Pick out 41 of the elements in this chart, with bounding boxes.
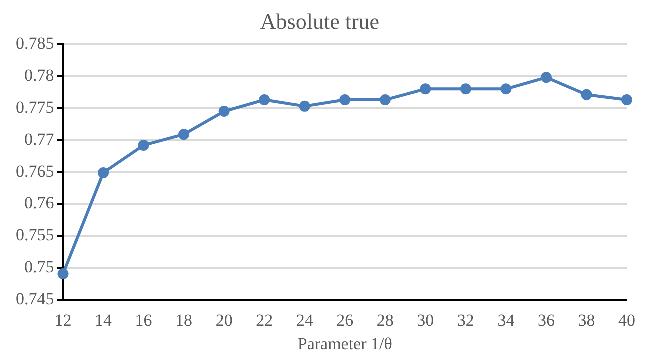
y-tick-label: 0.75 [24,258,54,277]
x-tick-label: 38 [578,310,596,330]
y-tick-label: 0.77 [24,130,55,149]
x-tick-label: 22 [256,310,274,330]
point [420,84,432,95]
point [138,140,150,151]
x-tick-label: 24 [296,310,314,330]
x-axis-title: Parameter 1/θ [298,334,392,354]
point [218,106,230,118]
x-tick-label: 34 [498,310,516,330]
point [460,84,472,95]
point [500,84,512,95]
x-tick-label: 18 [176,310,193,330]
x-tick-label: 36 [538,310,555,330]
chart-title: Absolute true [260,8,380,34]
y-tick-label: 0.765 [16,162,54,181]
point [178,129,190,140]
point [58,268,69,280]
x-tick-label: 14 [95,310,113,330]
x-tick-label: 32 [457,310,474,330]
point [340,94,351,106]
x-tick-label: 30 [417,310,434,330]
point [299,100,310,112]
x-tick-label: 28 [376,310,394,330]
y-tick-label: 0.785 [16,34,54,53]
y-tick-label: 0.775 [16,98,54,117]
point [622,94,632,106]
y-tick-label: 0.78 [24,66,54,85]
y-tick-label: 0.755 [16,226,54,245]
point [259,94,270,106]
point [98,167,110,178]
point [380,94,391,106]
point [581,89,592,100]
x-tick-label: 40 [618,310,636,330]
x-tick-label: 12 [54,310,72,330]
x-tick-label: 16 [135,310,152,330]
y-tick-label: 0.745 [16,290,54,309]
point [540,72,552,84]
x-tick-label: 26 [336,310,354,330]
x-tick-label: 20 [216,310,233,330]
y-tick-label: 0.76 [24,194,54,213]
